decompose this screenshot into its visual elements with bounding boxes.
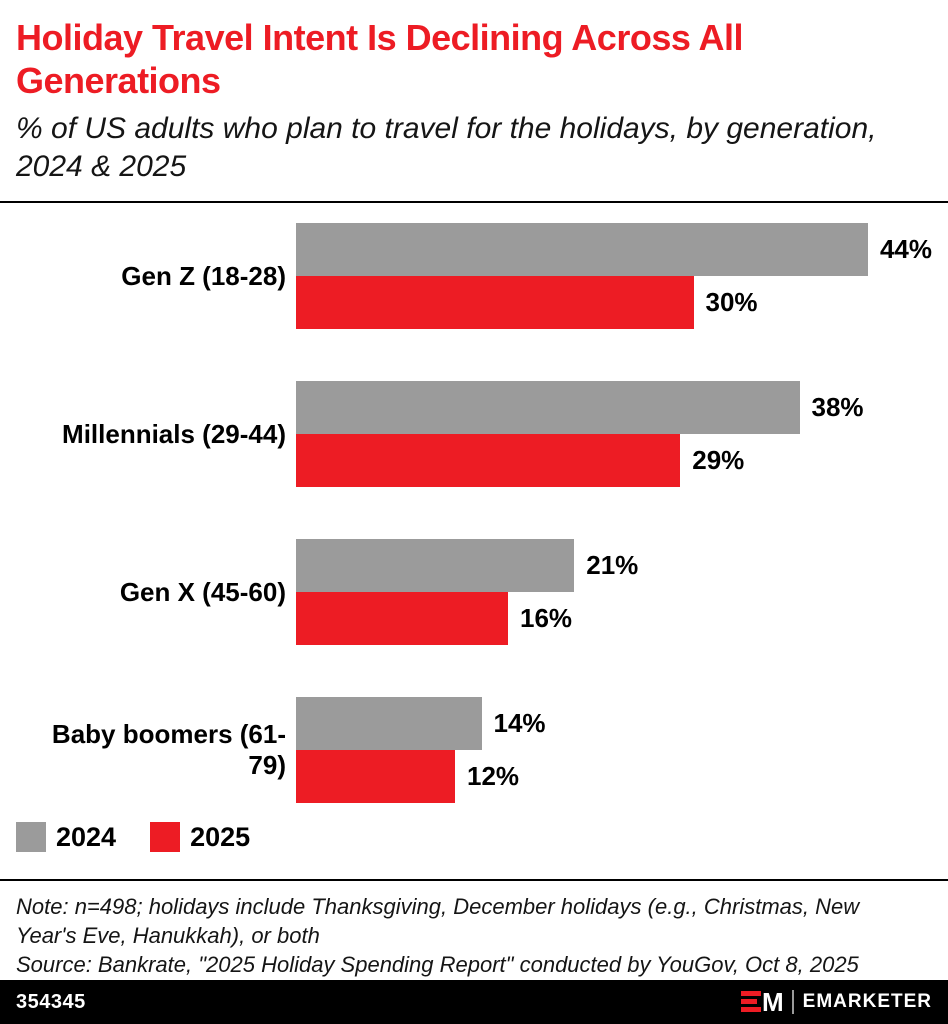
footer-bar: 354345 M EMARKETER [0,980,948,1024]
legend: 2024 2025 [0,803,948,855]
value-label: 44% [879,234,932,265]
legend-label: 2024 [56,821,117,852]
value-label: 30% [705,287,758,318]
value-label: 38% [811,392,864,423]
legend-label: 2025 [190,821,251,852]
bar-group: 21% 16% [296,539,932,646]
note-text: Note: n=498; holidays include Thanksgivi… [16,894,860,948]
emarketer-logo-mark: M [740,987,784,1017]
source-text: Source: Bankrate, "2025 Holiday Spending… [16,951,859,977]
bar-2024 [296,223,868,277]
top-divider [0,201,948,204]
emarketer-logo: M EMARKETER [740,987,932,1017]
value-label: 12% [467,761,520,792]
chart-row: Baby boomers (61-79) 14% 12% [16,697,932,804]
bar-2024 [296,381,800,435]
category-label: Baby boomers (61-79) [51,719,286,781]
chart-row: Gen Z (18-28) 44% 30% [16,223,932,330]
value-label: 21% [586,550,639,581]
bar-line: 12% [296,750,932,804]
value-label: 16% [520,603,573,634]
bar-line: 44% [296,223,932,277]
chart-id: 354345 [16,990,86,1013]
bar-2024 [296,539,575,593]
bar-line: 38% [296,381,932,435]
bar-line: 30% [296,276,932,330]
category-label: Gen X (45-60) [119,576,286,607]
value-label: 29% [692,445,745,476]
bar-line: 16% [296,592,932,646]
legend-swatch-2025 [150,822,181,853]
chart-header: Holiday Travel Intent Is Declining Acros… [0,0,948,201]
category-label: Gen Z (18-28) [121,260,286,291]
bar-2024 [296,697,482,751]
bar-line: 29% [296,434,932,488]
value-label: 14% [493,708,546,739]
chart-subtitle: % of US adults who plan to travel for th… [16,112,877,183]
bar-2025 [296,592,508,646]
legend-item-2025: 2025 [150,822,250,853]
bar-line: 14% [296,697,932,751]
bar-2025 [296,434,681,488]
category-label: Millennials (29-44) [62,418,286,449]
legend-item-2024: 2024 [16,822,116,853]
legend-swatch-2024 [16,822,46,853]
bar-chart: Gen Z (18-28) 44% 30% Millennials (29-44) 38… [0,203,948,804]
notes-block: Note: n=498; holidays include Thanksgivi… [0,881,930,979]
emarketer-wordmark: EMARKETER [802,991,932,1012]
emarketer-m-glyph: M [761,987,784,1017]
bar-group: 14% 12% [296,697,932,804]
logo-divider [791,990,794,1014]
page-title: Holiday Travel Intent Is Declining Acros… [16,17,744,102]
bar-line: 21% [296,539,932,593]
notes-divider [0,879,948,882]
emarketer-e-icon [740,991,761,1013]
bar-2025 [296,750,455,804]
bar-group: 44% 30% [296,223,932,330]
chart-row: Millennials (29-44) 38% 29% [16,381,932,488]
bar-2025 [296,276,694,330]
bar-group: 38% 29% [296,381,932,488]
chart-row: Gen X (45-60) 21% 16% [16,539,932,646]
